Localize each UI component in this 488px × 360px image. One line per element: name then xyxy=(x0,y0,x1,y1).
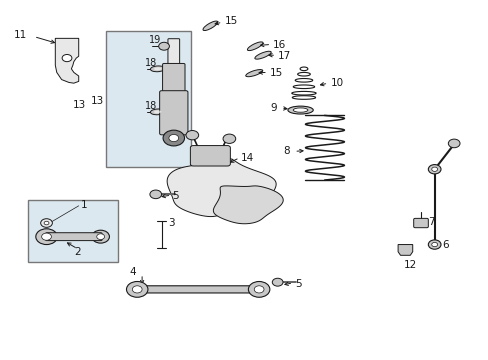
Circle shape xyxy=(447,139,459,148)
Text: 11: 11 xyxy=(14,31,27,40)
Circle shape xyxy=(132,286,142,293)
Text: 14: 14 xyxy=(241,153,254,163)
Text: 13: 13 xyxy=(91,96,104,106)
Text: 8: 8 xyxy=(283,146,290,156)
FancyBboxPatch shape xyxy=(190,145,230,166)
Text: 18: 18 xyxy=(144,58,157,68)
Circle shape xyxy=(97,234,104,239)
Text: 16: 16 xyxy=(272,40,285,50)
Text: 2: 2 xyxy=(74,247,81,257)
Ellipse shape xyxy=(293,108,307,112)
Circle shape xyxy=(185,131,198,140)
Text: 15: 15 xyxy=(224,17,238,27)
Circle shape xyxy=(431,167,437,171)
Circle shape xyxy=(427,240,440,249)
Ellipse shape xyxy=(247,42,263,51)
Circle shape xyxy=(41,219,52,227)
FancyBboxPatch shape xyxy=(137,286,259,293)
Text: 5: 5 xyxy=(295,279,301,289)
Circle shape xyxy=(254,286,264,293)
Text: 7: 7 xyxy=(427,217,434,227)
Circle shape xyxy=(223,134,235,143)
Circle shape xyxy=(126,282,148,297)
Text: 19: 19 xyxy=(149,35,162,45)
FancyBboxPatch shape xyxy=(162,63,184,95)
Polygon shape xyxy=(213,186,283,224)
Ellipse shape xyxy=(154,67,161,70)
Circle shape xyxy=(272,278,283,286)
Circle shape xyxy=(248,282,269,297)
Circle shape xyxy=(150,190,161,199)
Circle shape xyxy=(158,42,169,50)
Polygon shape xyxy=(55,39,79,83)
FancyBboxPatch shape xyxy=(27,200,118,262)
Ellipse shape xyxy=(287,106,313,114)
Circle shape xyxy=(431,242,437,247)
Ellipse shape xyxy=(150,109,164,115)
Circle shape xyxy=(41,233,51,240)
Text: 10: 10 xyxy=(330,78,343,88)
Ellipse shape xyxy=(154,111,161,113)
Text: 4: 4 xyxy=(129,267,136,277)
FancyBboxPatch shape xyxy=(167,39,179,66)
Ellipse shape xyxy=(254,51,271,59)
Circle shape xyxy=(92,230,109,243)
Text: 18: 18 xyxy=(144,101,157,111)
Circle shape xyxy=(36,229,57,244)
Text: 3: 3 xyxy=(168,218,175,228)
Text: 17: 17 xyxy=(277,50,290,60)
FancyBboxPatch shape xyxy=(45,233,102,240)
Text: 1: 1 xyxy=(81,200,87,210)
Text: 9: 9 xyxy=(270,103,277,113)
Circle shape xyxy=(168,134,178,141)
FancyBboxPatch shape xyxy=(159,91,187,135)
Circle shape xyxy=(427,165,440,174)
Text: 6: 6 xyxy=(441,239,447,249)
Ellipse shape xyxy=(203,21,217,31)
Ellipse shape xyxy=(150,66,164,72)
Circle shape xyxy=(62,54,72,62)
Circle shape xyxy=(44,221,49,225)
Text: 13: 13 xyxy=(73,100,86,110)
FancyBboxPatch shape xyxy=(413,219,427,228)
Ellipse shape xyxy=(245,69,262,77)
Circle shape xyxy=(163,130,184,146)
Text: 15: 15 xyxy=(269,68,283,78)
Text: 5: 5 xyxy=(172,191,179,201)
FancyBboxPatch shape xyxy=(105,31,190,167)
Text: 12: 12 xyxy=(403,260,416,270)
Polygon shape xyxy=(397,244,412,255)
Polygon shape xyxy=(167,158,276,217)
